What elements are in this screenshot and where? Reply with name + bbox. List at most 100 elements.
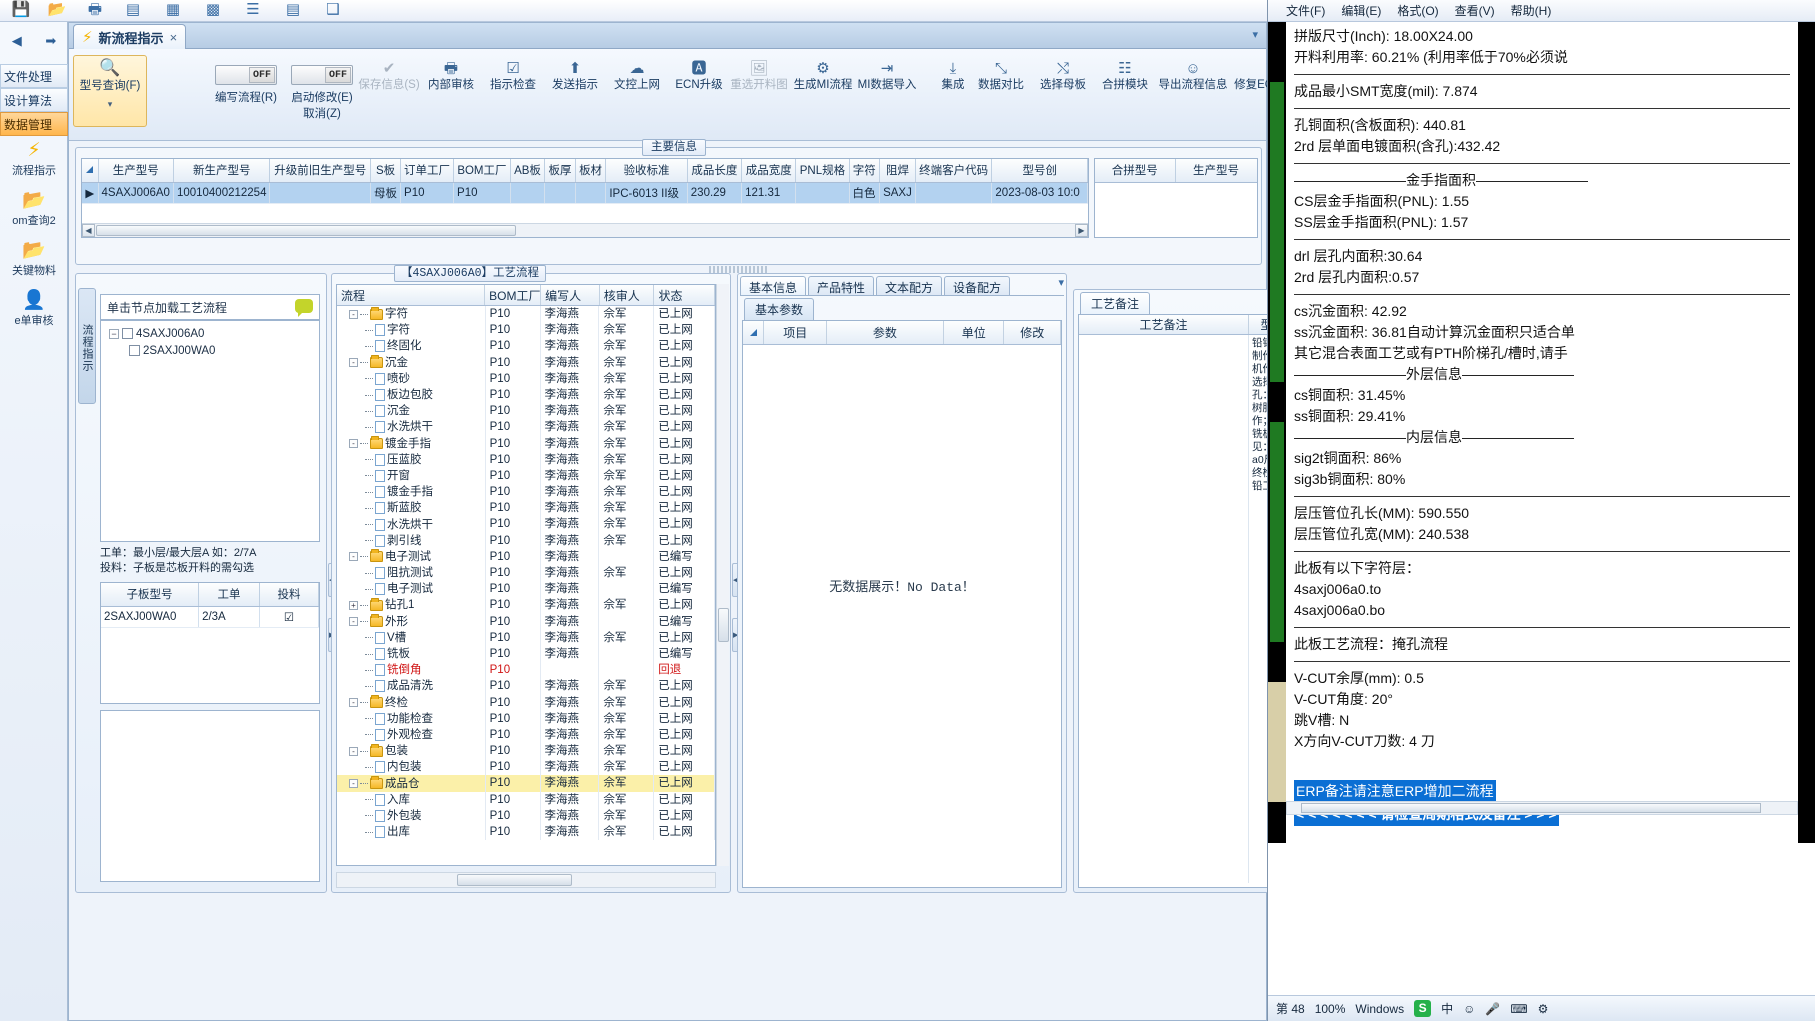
cell-status[interactable]: 已上网	[654, 824, 715, 841]
cell-writer[interactable]: 李海燕	[541, 354, 600, 371]
subboard-grid[interactable]: 子板型号 工单 投料 2SAXJ00WA0 2/3A ☑	[100, 582, 320, 704]
col-accept-std[interactable]: 验收标准	[605, 159, 688, 183]
sidebar-item-flow[interactable]: ⚡ 流程指示	[0, 140, 68, 186]
process-row[interactable]: 字符 P10 李海燕 佘军 已上网	[337, 322, 715, 339]
cell-feed-checkbox[interactable]: ☑	[259, 606, 319, 628]
print-icon[interactable]: 🖶	[87, 1, 103, 18]
process-row[interactable]: - 镀金手指 P10 李海燕 佘军 已上网	[337, 435, 715, 452]
cell-status[interactable]: 已上网	[654, 322, 715, 339]
col-end-customer[interactable]: 终端客户代码	[915, 159, 993, 183]
cell-bom-factory[interactable]: P10	[486, 435, 541, 452]
cell-writer[interactable]: 李海燕	[541, 403, 600, 420]
process-node[interactable]: + 钻孔1	[337, 597, 486, 614]
process-node[interactable]: - 字符	[337, 306, 486, 323]
cell-bom-factory[interactable]: P10	[486, 451, 541, 468]
sidebar-group-file[interactable]: 文件处理	[0, 64, 68, 88]
cell-status[interactable]: 已编写	[654, 581, 715, 598]
col-bom-factory[interactable]: BOM工厂	[453, 159, 511, 183]
cell-auditor[interactable]: 佘军	[599, 532, 655, 549]
cell-writer[interactable]: 李海燕	[541, 775, 600, 792]
col-merge-prod[interactable]: 生产型号	[1175, 159, 1257, 183]
col-feed[interactable]: 投料	[259, 583, 319, 607]
expander-icon[interactable]: -	[349, 617, 358, 627]
process-row[interactable]: - 沉金 P10 李海燕 佘军 已上网	[337, 354, 715, 371]
cell-status[interactable]: 已上网	[654, 467, 715, 485]
process-row[interactable]: 板边包胶 P10 李海燕 佘军 已上网	[337, 386, 715, 404]
reselect-layout-button[interactable]: 🖼 重选开料图	[727, 59, 791, 93]
col-process-remark[interactable]: 工艺备注	[1079, 315, 1249, 334]
sidebar-item-key-material[interactable]: 📂 关键物料	[0, 240, 68, 286]
process-node[interactable]: 外观检查	[337, 726, 486, 744]
table-icon[interactable]: ▤	[125, 1, 141, 18]
send-instruction-button[interactable]: ⬆ 发送指示	[543, 59, 607, 93]
expander-icon[interactable]: +	[349, 600, 358, 610]
cell-bom-factory[interactable]: P10	[486, 370, 541, 387]
process-row[interactable]: 电子测试 P10 李海燕 已编写	[337, 581, 715, 598]
cell-writer[interactable]: 李海燕	[541, 419, 600, 436]
sidebar-item-bom-query[interactable]: 📂 om查询2	[0, 190, 68, 236]
cell-status[interactable]: 已上网	[654, 500, 715, 517]
sidebar-forward-icon[interactable]: ➡	[45, 33, 57, 48]
cell-writer[interactable]: 李海燕	[541, 467, 600, 485]
cell-bom-factory[interactable]: P10	[486, 710, 541, 727]
horizontal-splitter[interactable]	[709, 266, 769, 273]
process-node[interactable]: 入库	[337, 791, 486, 808]
cell-char[interactable]: 白色	[849, 182, 881, 204]
cell-bom-factory[interactable]: P10	[486, 500, 541, 517]
cell-material[interactable]	[575, 182, 607, 204]
col-old-prod-model[interactable]: 升级前旧生产型号	[269, 159, 372, 183]
grid-icon[interactable]: ▦	[165, 1, 181, 18]
cell-writer[interactable]: 李海燕	[541, 338, 600, 355]
process-node[interactable]: V槽	[337, 629, 486, 646]
cell-bom-factory[interactable]: P10	[486, 824, 541, 841]
cell-status[interactable]: 已上网	[654, 759, 715, 776]
cell-writer[interactable]: 李海燕	[541, 694, 600, 711]
cell-new-prod-model[interactable]: 10010400212254	[173, 182, 271, 204]
col-model-created[interactable]: 型号创	[991, 159, 1088, 183]
menu-format[interactable]: 格式(O)	[1397, 4, 1439, 18]
cell-writer[interactable]: 李海燕	[541, 500, 600, 517]
cell-auditor[interactable]: 佘军	[599, 354, 655, 371]
col-new-prod-model[interactable]: 新生产型号	[173, 159, 271, 183]
cell-old-prod-model[interactable]	[269, 182, 372, 204]
scroll-thumb[interactable]	[457, 874, 572, 886]
start-edit-toggle[interactable]: OFF 启动修改(E) 取消(Z)	[291, 65, 359, 121]
save-info-button[interactable]: ✔ 保存信息(S)	[357, 59, 421, 93]
cell-status[interactable]: 已上网	[654, 726, 715, 744]
cell-status[interactable]: 已上网	[654, 629, 715, 646]
col-ab-board[interactable]: AB板	[510, 159, 546, 183]
process-row[interactable]: - 终检 P10 李海燕 佘军 已上网	[337, 694, 715, 711]
process-row[interactable]: 铣板 P10 李海燕 已编写	[337, 645, 715, 663]
cell-status[interactable]: 已上网	[654, 516, 715, 533]
cell-auditor[interactable]: 佘军	[599, 775, 655, 792]
cell-model-created[interactable]: 2023-08-03 10:0	[991, 182, 1088, 204]
process-node[interactable]: 电子测试	[337, 581, 486, 598]
menu-view[interactable]: 查看(V)	[1454, 4, 1495, 18]
cell-writer[interactable]: 李海燕	[541, 645, 600, 663]
cell-writer[interactable]: 李海燕	[541, 435, 600, 452]
cell-auditor[interactable]: 佘军	[599, 678, 655, 695]
process-row[interactable]: 沉金 P10 李海燕 佘军 已上网	[337, 403, 715, 420]
process-node[interactable]: 成品清洗	[337, 678, 486, 695]
process-node[interactable]: 压蓝胶	[337, 451, 486, 468]
process-node[interactable]: 喷砂	[337, 370, 486, 387]
cell-writer[interactable]: 李海燕	[541, 613, 600, 630]
cell-status[interactable]: 已上网	[654, 306, 715, 323]
process-row[interactable]: 功能检查 P10 李海燕 佘军 已上网	[337, 710, 715, 727]
process-row[interactable]: - 电子测试 P10 李海燕 已编写	[337, 548, 715, 565]
process-node[interactable]: 水洗烘干	[337, 419, 486, 436]
close-icon[interactable]: ×	[169, 29, 178, 45]
col-material[interactable]: 板材	[575, 159, 607, 183]
cell-writer[interactable]: 李海燕	[541, 451, 600, 468]
instruction-check-button[interactable]: ☑ 指示检查	[481, 59, 545, 93]
model-tree[interactable]: − 4SAXJ006A0 2SAXJ00WA0	[100, 320, 320, 542]
process-node[interactable]: 铣板	[337, 645, 486, 663]
expander-icon[interactable]: -	[349, 552, 358, 562]
cell-writer[interactable]: 李海燕	[541, 759, 600, 776]
cell-bom-factory[interactable]: P10	[486, 726, 541, 744]
cell-status[interactable]: 已上网	[654, 743, 715, 760]
tree-node-child[interactable]: 2SAXJ00WA0	[107, 342, 319, 359]
process-node[interactable]: - 镀金手指	[337, 435, 486, 452]
cell-bom-factory[interactable]: P10	[486, 548, 541, 565]
select-motherboard-button[interactable]: ⤭ 选择母板	[1031, 59, 1095, 93]
